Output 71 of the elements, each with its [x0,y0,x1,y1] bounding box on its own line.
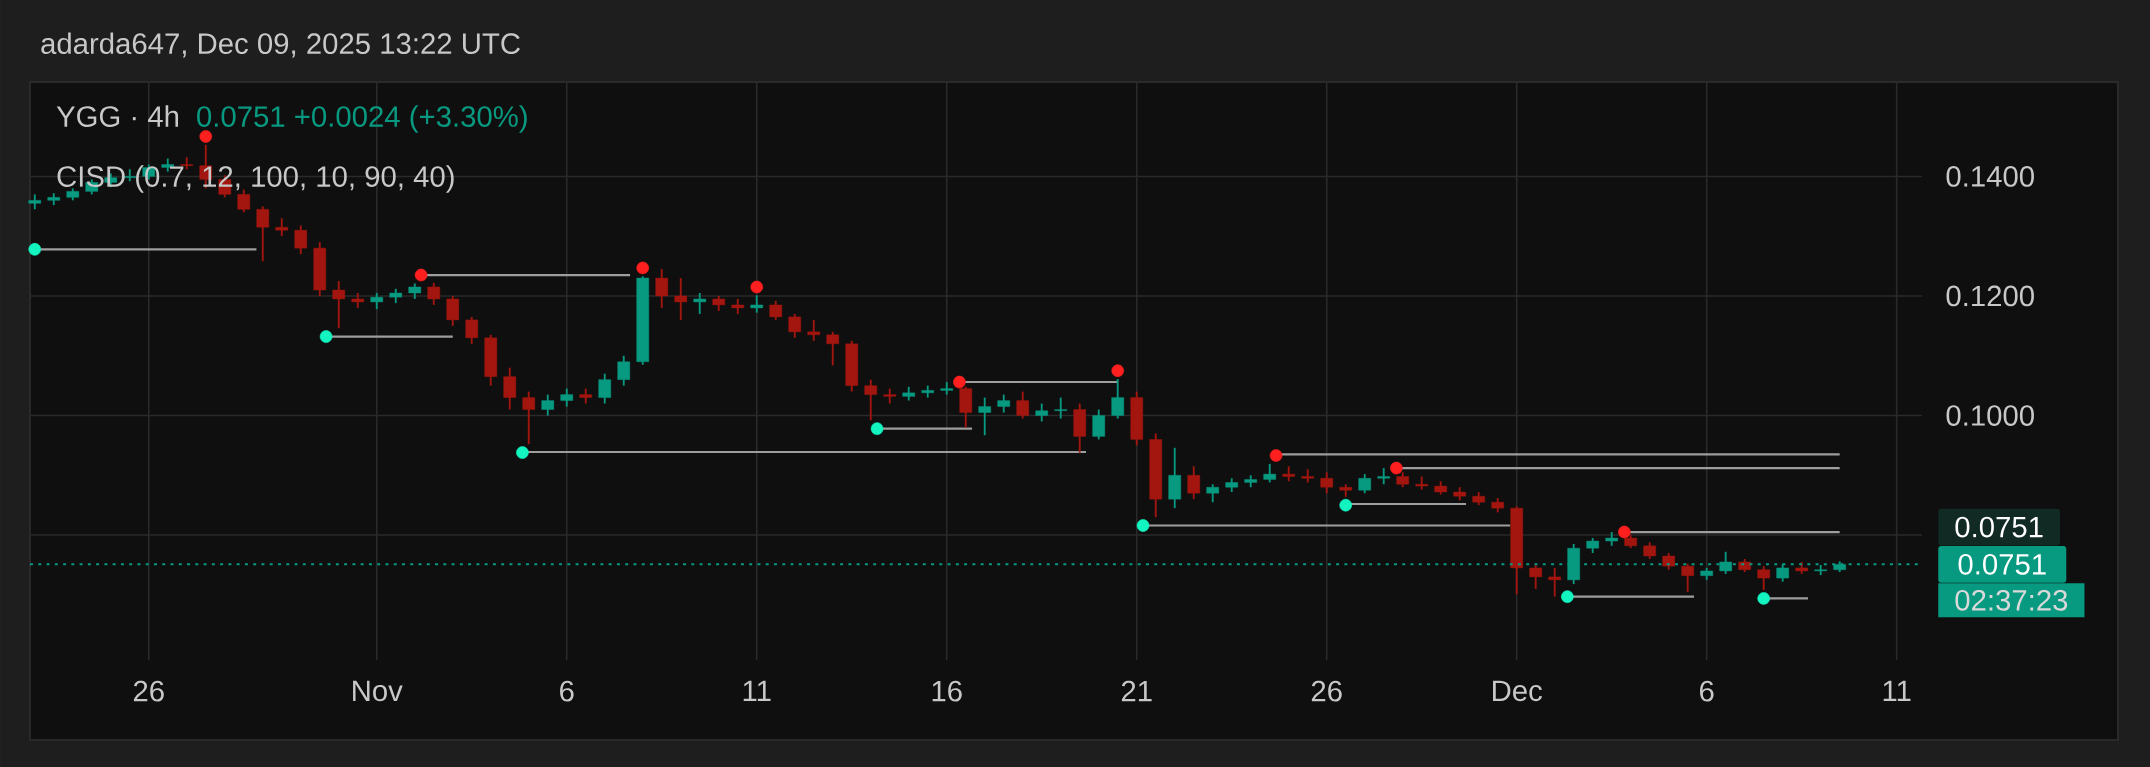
point [414,268,428,282]
x-tick-label: Nov [353,680,403,702]
point [1390,461,1403,475]
candlestick [769,299,783,321]
candlestick [332,280,346,330]
candlestick [294,224,308,256]
point [636,261,650,275]
candlestick [864,378,878,422]
candlestick [1320,471,1333,495]
candlestick [1168,446,1181,510]
point [1339,498,1352,512]
point [319,330,333,343]
candlestick [674,277,688,321]
candlestick [465,315,479,345]
x-tick-label: 6 [1700,680,1714,702]
y-tick-label: 0.1000 [1946,405,2034,426]
candlestick [807,318,821,342]
candlestick [1111,378,1124,420]
candlestick [427,281,441,306]
text: YGG · 4h [56,105,179,127]
candlestick [446,295,460,327]
point [953,375,966,389]
candlestick [256,205,270,263]
candlestick [693,292,707,315]
candlestick [1548,567,1561,598]
candlestick [1358,473,1371,495]
candlestick [826,330,840,367]
candlestick [1016,390,1029,420]
candlestick [598,372,612,405]
point [1111,364,1124,377]
point [1136,519,1150,532]
candlestick [617,354,631,387]
text: 02:37:23 [1955,589,2068,611]
text: 0.0751 +0.0024 (+3.30%) [197,105,527,133]
candlestick [655,268,669,309]
x-tick-label: 11 [1883,680,1911,701]
point [1618,525,1631,539]
candlestick [123,168,137,183]
point [199,130,213,143]
candlestick [1757,565,1770,591]
x-tick-label: 26 [1311,680,1342,702]
candlestick [541,393,555,417]
candlestick [959,385,972,429]
candlestick [503,366,517,411]
y-tick-label: 0.1200 [1946,285,2034,307]
candlestick [1529,562,1542,590]
x-tick-label: 21 [1121,680,1152,702]
x-tick-label: 16 [932,680,962,702]
candlestick [978,396,991,437]
point [516,446,529,459]
x-tick-label: 26 [133,680,164,702]
point [1561,590,1574,603]
y-tick-label: 0.1400 [1946,166,2034,187]
point [750,280,763,294]
point [1269,449,1283,462]
candlestick [1187,465,1200,501]
text: adarda647, Dec 09, 2025 13:22 UTC [41,32,520,58]
point [1757,592,1770,605]
point [870,422,884,435]
candlestick [1681,562,1694,593]
x-tick-label: 6 [560,680,574,702]
x-tick-label: Dec [1493,680,1543,702]
candlestick [1092,408,1105,441]
candlestick [522,390,536,446]
ref-line-label: 0.0751 [1958,553,2046,575]
point [28,243,42,256]
candlestick [788,312,802,339]
candlestick [1054,396,1067,420]
x-tick-label: 11 [743,680,771,701]
candlestick [1263,462,1276,484]
text: 0.0751 [1955,516,2043,538]
